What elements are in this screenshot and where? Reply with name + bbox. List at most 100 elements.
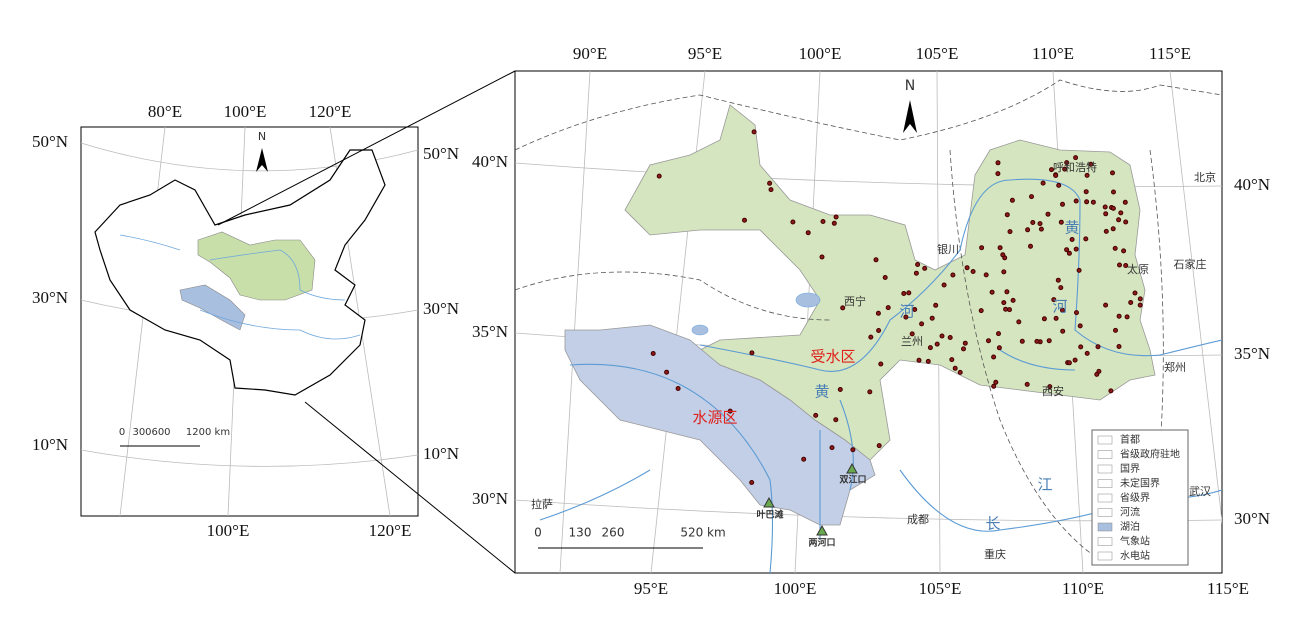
weather-station	[1028, 243, 1033, 249]
weather-station	[813, 412, 819, 418]
weather-station	[950, 272, 956, 278]
legend-label: 省级界	[1120, 491, 1150, 504]
lon-labels-bottom: 110°E	[1062, 579, 1104, 598]
weather-station	[1123, 219, 1129, 225]
weather-station	[751, 129, 757, 135]
weather-station	[919, 321, 925, 327]
lon-labels-top: 120°E	[309, 102, 352, 121]
legend-label: 国界	[1120, 463, 1140, 475]
weather-station	[650, 351, 656, 356]
legend-swatch	[1097, 493, 1113, 503]
weather-station	[1116, 217, 1122, 223]
weather-station	[925, 358, 931, 364]
weather-station	[1073, 246, 1079, 252]
weather-station	[656, 173, 662, 179]
weather-station	[1095, 344, 1101, 350]
weather-station	[1102, 204, 1108, 210]
lat-labels-right: 30°N	[423, 299, 459, 318]
weather-station	[801, 456, 807, 462]
weather-station	[819, 254, 825, 260]
river-labels: 河	[899, 303, 914, 321]
weather-station	[1000, 252, 1006, 258]
lon-labels-top: 100°E	[799, 44, 842, 63]
stations: 叶巴滩	[756, 509, 783, 521]
weather-station	[996, 345, 1002, 351]
lon-labels-bottom: 100°E	[774, 579, 817, 598]
weather-station	[1078, 344, 1084, 350]
weather-station	[934, 341, 940, 347]
weather-station	[1060, 307, 1065, 313]
weather-station	[1103, 228, 1109, 234]
weather-station	[882, 275, 888, 280]
weather-station	[1041, 316, 1047, 322]
weather-station	[1137, 302, 1143, 308]
legend-swatch	[1097, 522, 1113, 532]
weather-station	[957, 369, 963, 375]
weather-station	[831, 220, 837, 226]
weather-station	[1066, 250, 1072, 256]
weather-station	[993, 379, 999, 385]
scale-labels: 260	[602, 526, 625, 540]
weather-station	[1024, 381, 1030, 387]
weather-station	[850, 447, 856, 453]
weather-station	[1001, 300, 1007, 306]
weather-station	[1094, 371, 1100, 377]
places: 拉萨	[531, 497, 553, 511]
scale-labels: 600	[151, 427, 170, 438]
weather-station	[1003, 306, 1009, 312]
lat-labels-left: 30°N	[32, 288, 68, 307]
legend-swatch	[1097, 551, 1113, 561]
legend-label: 省级政府驻地	[1120, 448, 1180, 461]
weather-station	[1113, 327, 1118, 333]
weather-station	[868, 334, 874, 340]
weather-station	[1088, 161, 1094, 167]
places: 石家庄	[1174, 257, 1207, 271]
weather-station	[991, 383, 997, 389]
weather-station	[1029, 194, 1034, 200]
stations: 两河口	[808, 537, 835, 549]
legend-label: 气象站	[1120, 535, 1150, 548]
inset-north-arrow	[256, 148, 268, 172]
weather-station	[742, 217, 747, 223]
weather-station	[947, 335, 953, 340]
zoom-line	[217, 70, 516, 226]
river-labels: 江	[1037, 476, 1052, 494]
weather-station	[949, 357, 955, 363]
river-labels: 黄	[814, 383, 829, 401]
weather-station	[912, 307, 918, 312]
weather-station	[1112, 245, 1118, 251]
weather-station	[833, 214, 839, 220]
weather-station	[996, 331, 1001, 337]
weather-station	[1009, 197, 1015, 203]
weather-station	[1016, 319, 1022, 325]
weather-station	[983, 272, 989, 278]
weather-station	[1110, 170, 1115, 176]
weather-station	[909, 331, 915, 337]
lat-labels-left: 35°N	[472, 322, 508, 341]
weather-station	[1004, 212, 1010, 218]
weather-station	[1064, 247, 1070, 253]
legend-label: 水电站	[1120, 549, 1150, 562]
legend-swatch	[1097, 537, 1113, 546]
weather-station	[749, 350, 755, 356]
weather-station	[1132, 290, 1138, 296]
weather-station	[997, 245, 1003, 251]
weather-station	[1055, 277, 1061, 283]
lon-labels-top: 100°E	[224, 102, 267, 121]
weather-station	[1084, 199, 1090, 205]
weather-station	[1122, 199, 1128, 205]
weather-station	[873, 257, 879, 263]
weather-station	[929, 315, 935, 321]
places: 郑州	[1164, 360, 1186, 374]
weather-station	[1069, 237, 1075, 242]
lon-labels-top: 95°E	[688, 44, 722, 63]
legend-label: 湖泊	[1120, 521, 1140, 533]
stations: 双江口	[839, 474, 866, 486]
scale-labels: 0	[119, 427, 125, 438]
weather-station	[727, 408, 733, 414]
weather-station	[1111, 189, 1116, 195]
lat-labels-right: 50°N	[423, 144, 459, 163]
lat-labels-left: 30°N	[472, 489, 508, 508]
lon-labels-bottom: 120°E	[369, 521, 412, 540]
weather-station	[901, 291, 907, 296]
